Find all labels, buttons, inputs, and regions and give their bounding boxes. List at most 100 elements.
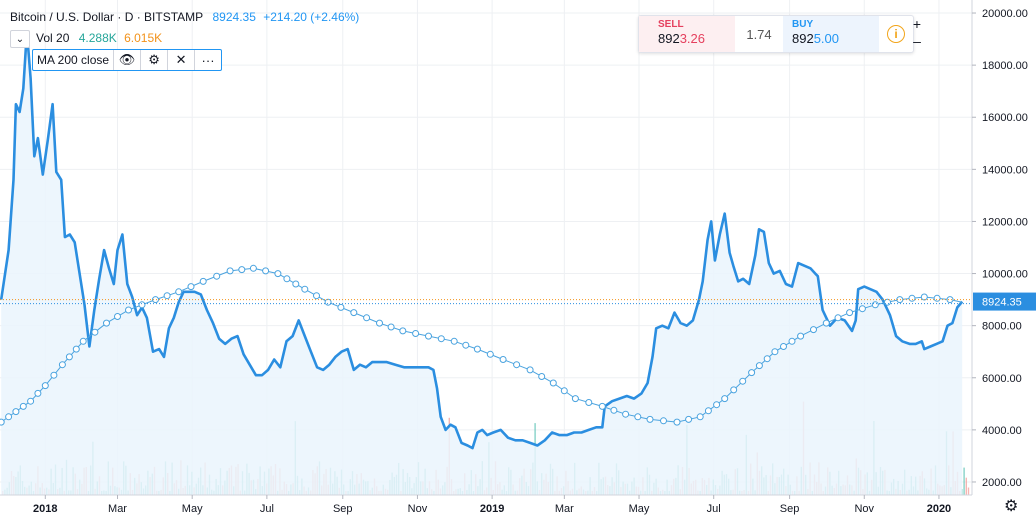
ma-marker bbox=[337, 303, 345, 311]
ma-marker bbox=[884, 298, 891, 306]
x-tick-label: 2018 bbox=[33, 503, 57, 515]
info-button[interactable]: i bbox=[879, 16, 913, 52]
eye-icon[interactable]: 👁 bbox=[113, 50, 140, 70]
ma-marker bbox=[292, 280, 300, 288]
ma-marker bbox=[538, 373, 546, 380]
time-axis[interactable]: 2018 Mar May Jul Sep Nov 2019 Mar May Jul Sep Nov 20… bbox=[0, 494, 1036, 520]
ma-marker bbox=[0, 418, 5, 426]
ma-marker bbox=[226, 267, 234, 275]
volume-value-1: 4.288K bbox=[78, 31, 117, 45]
y-tick-label: 20000.00 bbox=[982, 8, 1028, 20]
ma-marker bbox=[526, 366, 534, 374]
buy-button[interactable]: BUY 8925.00 bbox=[783, 16, 879, 52]
ma-marker bbox=[560, 387, 568, 395]
ma-marker bbox=[152, 296, 159, 304]
ma-marker bbox=[513, 361, 521, 369]
ma-marker bbox=[763, 355, 771, 363]
y-tick-label: 6000.00 bbox=[982, 373, 1022, 385]
gear-icon[interactable]: ⚙ bbox=[140, 50, 167, 70]
current-price-line bbox=[0, 299, 972, 305]
ma-marker bbox=[425, 332, 432, 340]
ma-marker bbox=[896, 296, 904, 304]
zoom-out-button[interactable]: – bbox=[913, 33, 921, 49]
ma-marker bbox=[696, 413, 704, 421]
ma-marker bbox=[324, 298, 332, 306]
symbol-title: Bitcoin / U.S. Dollar · D · BITSTAMP bbox=[10, 10, 204, 24]
x-tick-label: May bbox=[182, 503, 203, 515]
volume-value-2: 6.015K bbox=[124, 31, 163, 45]
ma-marker bbox=[730, 386, 738, 394]
x-tick-label: Nov bbox=[854, 503, 874, 515]
x-tick-label: 2020 bbox=[927, 503, 951, 515]
price-axis[interactable]: 2000.00 4000.00 6000.00 8000.00 10000.00 1200… bbox=[971, 0, 1036, 495]
y-tick-label: 16000.00 bbox=[982, 112, 1028, 124]
price-area bbox=[0, 30, 964, 496]
price-line bbox=[0, 30, 964, 450]
volume-legend: Vol 20 4.288K 6.015K bbox=[36, 31, 162, 45]
ma-marker bbox=[846, 309, 854, 317]
ma-marker bbox=[437, 335, 445, 343]
buy-label: BUY bbox=[792, 19, 814, 30]
ma-marker bbox=[755, 362, 763, 370]
ma-marker bbox=[908, 294, 916, 302]
ma-marker bbox=[822, 319, 830, 327]
ma-marker bbox=[721, 395, 729, 403]
ma-marker bbox=[12, 408, 20, 416]
ma-marker bbox=[114, 313, 121, 320]
ma-marker bbox=[685, 415, 693, 423]
ma-marker bbox=[213, 272, 221, 280]
ma-200-line bbox=[0, 264, 963, 426]
y-tick-label: 4000.00 bbox=[982, 425, 1022, 437]
ma-marker bbox=[376, 319, 383, 327]
ma-marker bbox=[549, 379, 557, 387]
ma-marker bbox=[313, 292, 320, 300]
ma-marker bbox=[363, 314, 371, 322]
volume-bar bbox=[967, 487, 970, 495]
ma-marker bbox=[249, 264, 257, 272]
ma-marker bbox=[187, 283, 195, 291]
price-change: +214.20 (+2.46%) bbox=[263, 10, 360, 24]
ma-marker bbox=[462, 341, 470, 349]
collapse-legend-button[interactable]: ⌄ bbox=[10, 30, 30, 48]
ma-marker bbox=[175, 288, 183, 296]
current-price-badge bbox=[973, 292, 1036, 311]
ma-marker bbox=[238, 266, 246, 274]
ma-marker bbox=[634, 413, 642, 421]
ma-marker bbox=[399, 327, 407, 335]
ma-marker bbox=[797, 332, 805, 340]
ma-marker bbox=[946, 296, 954, 304]
ma-marker bbox=[473, 345, 481, 353]
time-axis-bg bbox=[0, 495, 1036, 520]
ma-marker bbox=[163, 292, 171, 300]
sell-button[interactable]: SELL 8923.26 bbox=[639, 16, 735, 52]
ma-marker bbox=[27, 397, 35, 405]
ma-marker bbox=[5, 413, 13, 421]
sell-label: SELL bbox=[658, 19, 684, 30]
ma-marker bbox=[72, 345, 80, 353]
zoom-in-button[interactable]: + bbox=[912, 16, 922, 32]
ma-marker bbox=[810, 326, 817, 334]
close-icon[interactable]: ✕ bbox=[167, 50, 194, 70]
volume-label: Vol 20 bbox=[36, 31, 70, 45]
ma-marker bbox=[486, 350, 494, 358]
chart-settings-icon[interactable]: ⚙ bbox=[1004, 498, 1019, 515]
ma-marker bbox=[138, 301, 146, 309]
volume-bar bbox=[965, 477, 967, 495]
ma-marker bbox=[103, 319, 110, 327]
ma-marker bbox=[499, 356, 507, 363]
y-tick-label: 18000.00 bbox=[982, 60, 1028, 72]
info-icon: i bbox=[887, 25, 905, 43]
ma-marker bbox=[262, 267, 270, 275]
y-tick-label: 12000.00 bbox=[982, 216, 1028, 228]
ma-marker bbox=[673, 418, 681, 426]
ma-marker bbox=[788, 337, 796, 345]
price-axis-bg bbox=[972, 0, 1036, 495]
ma-marker bbox=[622, 410, 630, 418]
ma-indicator-legend[interactable]: MA 200 close 👁 ⚙ ✕ ··· bbox=[32, 49, 223, 71]
more-icon[interactable]: ··· bbox=[194, 50, 221, 70]
ma-marker bbox=[34, 389, 42, 397]
buy-price: 8925.00 bbox=[792, 31, 840, 46]
ma-marker bbox=[450, 337, 458, 345]
ma-marker bbox=[704, 407, 712, 415]
